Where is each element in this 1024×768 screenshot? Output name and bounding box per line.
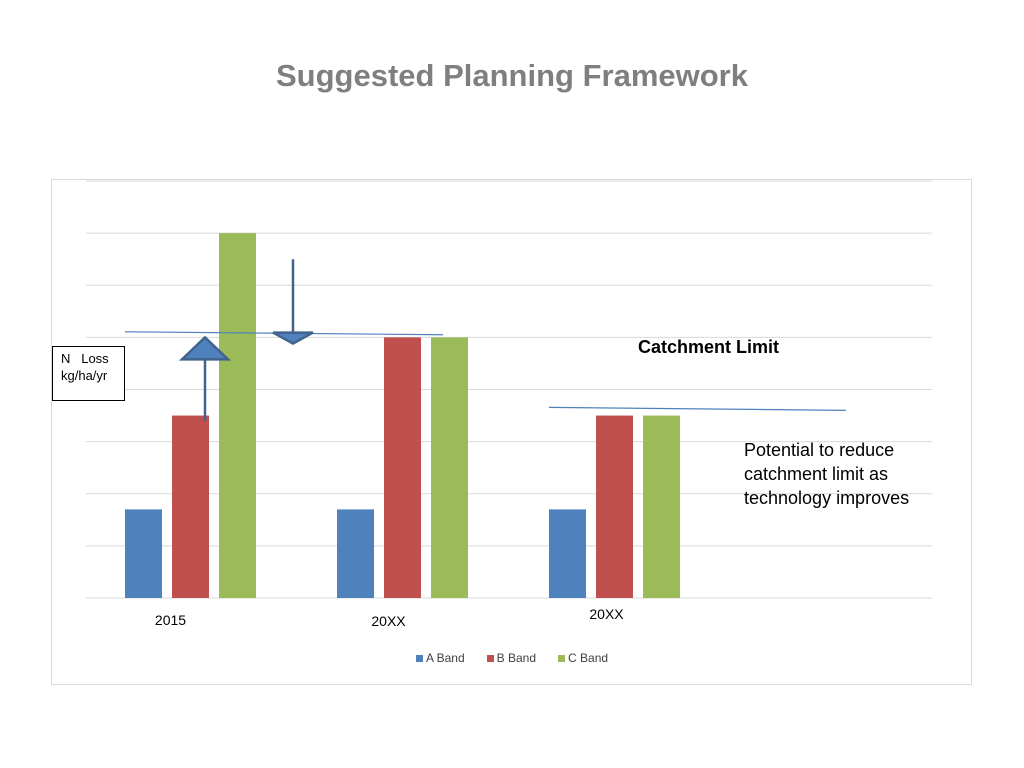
slide-title: Suggested Planning Framework [276, 58, 748, 93]
down-arrow-head [272, 331, 314, 346]
y-axis-label-line1: N Loss [61, 351, 109, 366]
bar-b-band [172, 415, 209, 598]
y-axis-label-line2: kg/ha/yr [61, 368, 108, 383]
bar-a-band [337, 509, 374, 598]
bar-a-band [549, 509, 586, 598]
chart-legend: A Band B Band C Band [0, 651, 1024, 665]
x-tick-label: 2015 [155, 612, 186, 628]
bar-c-band [219, 233, 256, 598]
bar-b-band [384, 337, 421, 598]
bar-c-band [431, 337, 468, 598]
legend-swatch [415, 654, 423, 662]
bar-b-band [596, 415, 633, 598]
potential-reduce-note: Potential to reduce catchment limit as t… [744, 440, 910, 508]
up-arrow-head [178, 335, 232, 361]
catchment-limit-label: Catchment Limit [638, 337, 780, 357]
bar-c-band [643, 415, 680, 598]
legend-label: B Band [496, 651, 537, 665]
legend-entry: A Band [415, 651, 465, 665]
legend-swatch [558, 654, 566, 662]
reference-line [548, 406, 846, 411]
legend-entry: B Band [486, 651, 537, 665]
legend-swatch [486, 654, 494, 662]
chart-frame [51, 179, 972, 685]
bar-a-band [125, 509, 162, 598]
legend-label: C Band [568, 651, 609, 665]
x-tick-label: 20XX [589, 606, 624, 622]
y-axis-label-box: N Loss kg/ha/yr [52, 346, 125, 401]
legend-label: A Band [425, 651, 465, 665]
legend-entry: C Band [558, 651, 608, 665]
x-tick-label: 20XX [371, 613, 406, 629]
